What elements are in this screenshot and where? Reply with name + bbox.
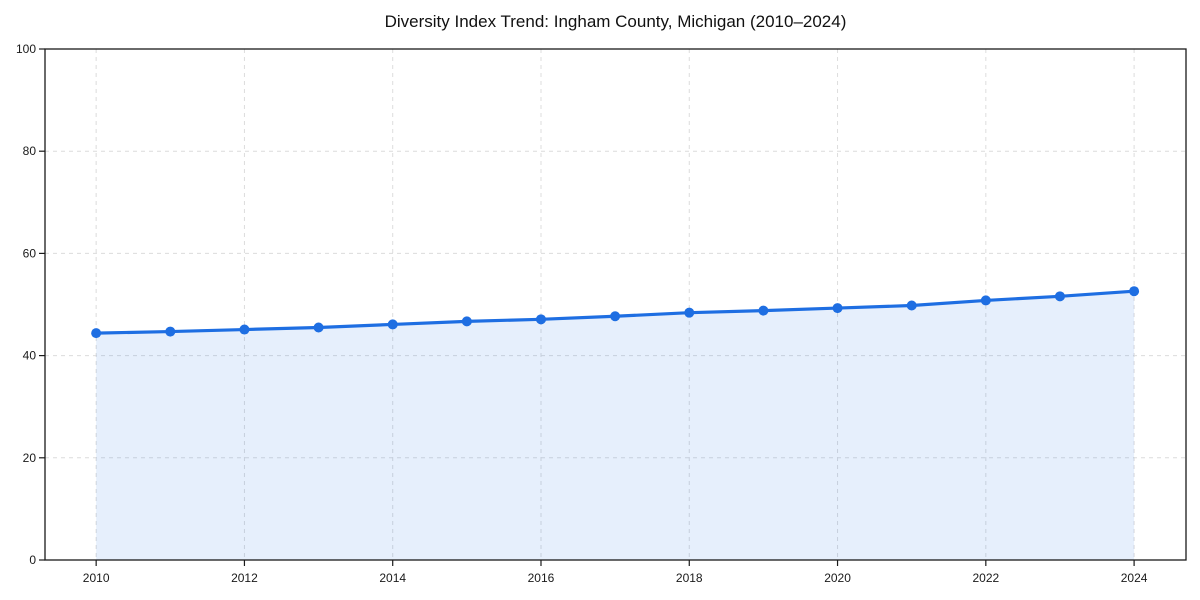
y-tick-label-0: 0 bbox=[29, 553, 36, 567]
y-tick-label-40: 40 bbox=[23, 349, 37, 363]
data-point-2023 bbox=[1054, 291, 1065, 302]
x-tick-label-2010: 2010 bbox=[83, 571, 110, 585]
data-point-2014 bbox=[387, 319, 398, 330]
y-tick-label-100: 100 bbox=[16, 42, 36, 56]
data-point-2021 bbox=[906, 300, 917, 311]
plot-border bbox=[44, 48, 1187, 561]
data-point-2010 bbox=[91, 328, 102, 339]
chart-title: Diversity Index Trend: Ingham County, Mi… bbox=[384, 12, 847, 31]
x-tick-label-2016: 2016 bbox=[528, 571, 555, 585]
data-point-2016 bbox=[535, 314, 546, 325]
data-point-2024 bbox=[1129, 286, 1140, 297]
area-fill bbox=[96, 291, 1135, 560]
data-point-2015 bbox=[461, 316, 472, 327]
data-point-2011 bbox=[165, 326, 176, 337]
x-tick-label-2014: 2014 bbox=[379, 571, 406, 585]
data-point-2013 bbox=[313, 322, 324, 333]
data-point-2020 bbox=[832, 303, 843, 314]
data-point-2018 bbox=[684, 307, 695, 318]
y-tick-label-80: 80 bbox=[23, 144, 37, 158]
data-point-2012 bbox=[239, 324, 250, 335]
x-tick-label-2020: 2020 bbox=[824, 571, 851, 585]
y-tick-label-20: 20 bbox=[23, 451, 37, 465]
x-tick-label-2024: 2024 bbox=[1121, 571, 1148, 585]
x-tick-label-2022: 2022 bbox=[972, 571, 999, 585]
x-tick-label-2012: 2012 bbox=[231, 571, 258, 585]
data-point-2022 bbox=[980, 295, 991, 306]
data-point-2017 bbox=[610, 311, 621, 322]
x-tick-label-2018: 2018 bbox=[676, 571, 703, 585]
data-point-2019 bbox=[758, 305, 769, 316]
y-tick-label-60: 60 bbox=[23, 246, 37, 260]
